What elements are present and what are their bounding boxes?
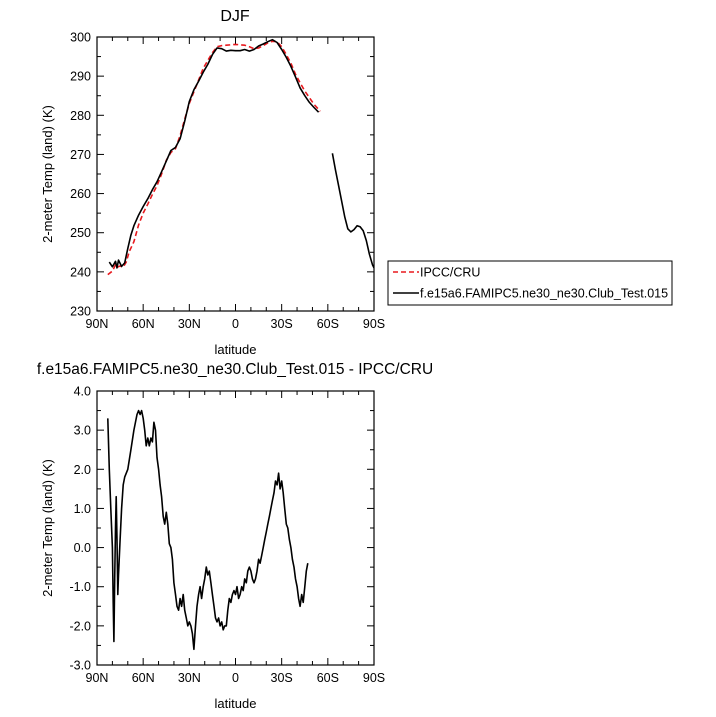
top-series-0-line — [107, 40, 321, 276]
bottom-y-axis-label: 2-meter Temp (land) (K) — [40, 459, 55, 597]
bottom-chart: 90N 60N 30N 0 30S 60S 90S -3.0 -2.0 -1.0 0.0 1.0 2.0… — [40, 385, 385, 712]
top-chart-title: DJF — [220, 8, 250, 25]
legend-label-model: f.e15a6.FAMIPC5.ne30_ne30.Club_Test.015 — [420, 287, 668, 301]
top-y-tick-label: 280 — [70, 109, 91, 123]
top-x-tick-label: 30S — [271, 317, 293, 331]
bottom-y-tick-label: 1.0 — [74, 502, 91, 516]
top-y-tick-label: 290 — [70, 70, 91, 84]
top-y-axis-label: 2-meter Temp (land) (K) — [40, 105, 55, 243]
bottom-x-axis-label: latitude — [215, 696, 257, 711]
top-y-tick-label: 270 — [70, 148, 91, 162]
top-series-1-line — [108, 38, 320, 269]
bottom-x-tick-label: 30N — [178, 671, 201, 685]
bottom-x-tick-label: 90S — [363, 671, 385, 685]
bottom-axes: 90N 60N 30N 0 30S 60S 90S -3.0 -2.0 -1.0 0.0 1.0 2.0… — [69, 385, 385, 686]
legend: IPCC/CRU f.e15a6.FAMIPC5.ne30_ne30.Club_… — [387, 260, 673, 306]
bottom-series-0-line — [107, 409, 309, 651]
top-x-tick-label: 90S — [363, 317, 385, 331]
bottom-y-tick-label: -2.0 — [69, 619, 91, 633]
bottom-y-tick-label: 3.0 — [74, 424, 91, 438]
top-y-tick-label: 240 — [70, 265, 91, 279]
bottom-x-tick-label: 0 — [232, 671, 239, 685]
top-x-axis-label: latitude — [215, 342, 257, 357]
top-x-tick-label: 30N — [178, 317, 201, 331]
bottom-y-tick-label: 4.0 — [74, 385, 91, 399]
bottom-x-tick-label: 60S — [317, 671, 339, 685]
top-plot-lines — [107, 38, 374, 276]
bottom-x-tick-label: 30S — [271, 671, 293, 685]
bottom-y-tick-label: 2.0 — [74, 463, 91, 477]
top-x-tick-label: 60N — [132, 317, 155, 331]
top-y-tick-label: 300 — [70, 31, 91, 45]
bottom-plot-frame — [96, 390, 375, 666]
bottom-x-tick-label: 60N — [132, 671, 155, 685]
bottom-y-tick-label: 0.0 — [74, 541, 91, 555]
top-x-tick-label: 60S — [317, 317, 339, 331]
bottom-y-tick-label: -1.0 — [69, 580, 91, 594]
top-y-tick-label: 250 — [70, 226, 91, 240]
bottom-y-tick-label: -3.0 — [69, 659, 91, 673]
top-x-tick-label: 90N — [86, 317, 109, 331]
bottom-plot-lines — [107, 409, 309, 651]
top-x-tick-label: 0 — [232, 317, 239, 331]
bottom-chart-title: f.e15a6.FAMIPC5.ne30_ne30.Club_Test.015 … — [37, 361, 433, 378]
legend-label-ipcc-cru: IPCC/CRU — [420, 266, 480, 280]
top-chart: 90N 60N 30N 0 30S 60S 90S 230 240 250 260 270 280 290… — [40, 31, 385, 358]
top-series-1-line — [331, 153, 374, 269]
top-plot-frame — [96, 36, 375, 312]
legend-box — [387, 260, 673, 306]
top-y-tick-label: 260 — [70, 187, 91, 201]
bottom-x-tick-label: 90N — [86, 671, 109, 685]
top-y-tick-label: 230 — [70, 305, 91, 319]
top-axes: 90N 60N 30N 0 30S 60S 90S 230 240 250 260 270 280 290… — [70, 31, 385, 332]
